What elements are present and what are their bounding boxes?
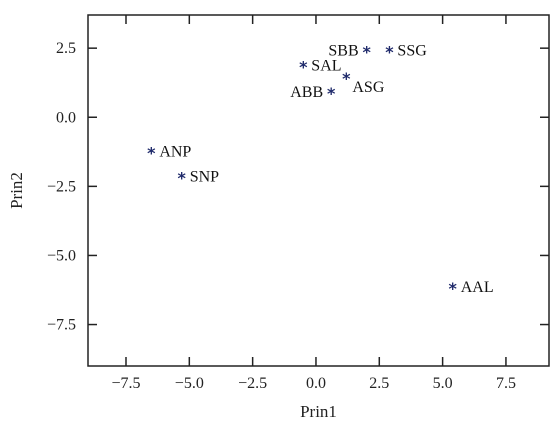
data-point-marker: *	[362, 43, 371, 62]
y-tick-label: 2.5	[56, 40, 76, 57]
data-point-label: ANP	[159, 143, 191, 160]
data-point-marker: *	[178, 168, 187, 187]
x-tick-label: 0.0	[306, 375, 326, 392]
data-point-marker: *	[449, 279, 458, 298]
data-point-marker: *	[342, 69, 351, 88]
x-tick-label: −7.5	[111, 375, 140, 392]
x-tick-label: 2.5	[369, 375, 389, 392]
data-point-label: SAL	[311, 58, 341, 75]
y-tick-label: −5.0	[47, 247, 76, 264]
x-tick-label: 7.5	[496, 375, 516, 392]
data-point-label: SSG	[397, 43, 427, 60]
data-point-marker: *	[299, 58, 308, 77]
ticks-layer	[88, 15, 549, 366]
data-point-marker: *	[385, 43, 394, 62]
y-tick-label: −2.5	[47, 178, 76, 195]
points-layer: *SBB * SSG* SAL* ASG*ABB* ANP* SNP* AAL	[147, 43, 494, 298]
x-axis-title: Prin1	[300, 402, 337, 421]
y-tick-label: −7.5	[47, 317, 76, 334]
y-tick-label: 0.0	[56, 109, 76, 126]
data-point-marker: *	[327, 84, 336, 103]
x-tick-label: −5.0	[175, 375, 204, 392]
data-point-label: ASG	[352, 79, 384, 96]
y-axis-title: Prin2	[7, 172, 26, 209]
data-point-marker: *	[147, 143, 156, 162]
x-tick-label: −2.5	[238, 375, 267, 392]
data-point-label: SNP	[190, 168, 219, 185]
x-tick-label: 5.0	[433, 375, 453, 392]
data-point-label: AAL	[461, 279, 494, 296]
plot-frame	[87, 14, 550, 367]
data-point-label: ABB	[290, 84, 323, 101]
data-point-label: SBB	[328, 43, 358, 60]
tick-labels-layer: −7.5 −5.0 −2.5 0.0 2.5 5.0 7.5 2.5 0.0 −2.5 −5.0 −7…	[47, 40, 516, 392]
